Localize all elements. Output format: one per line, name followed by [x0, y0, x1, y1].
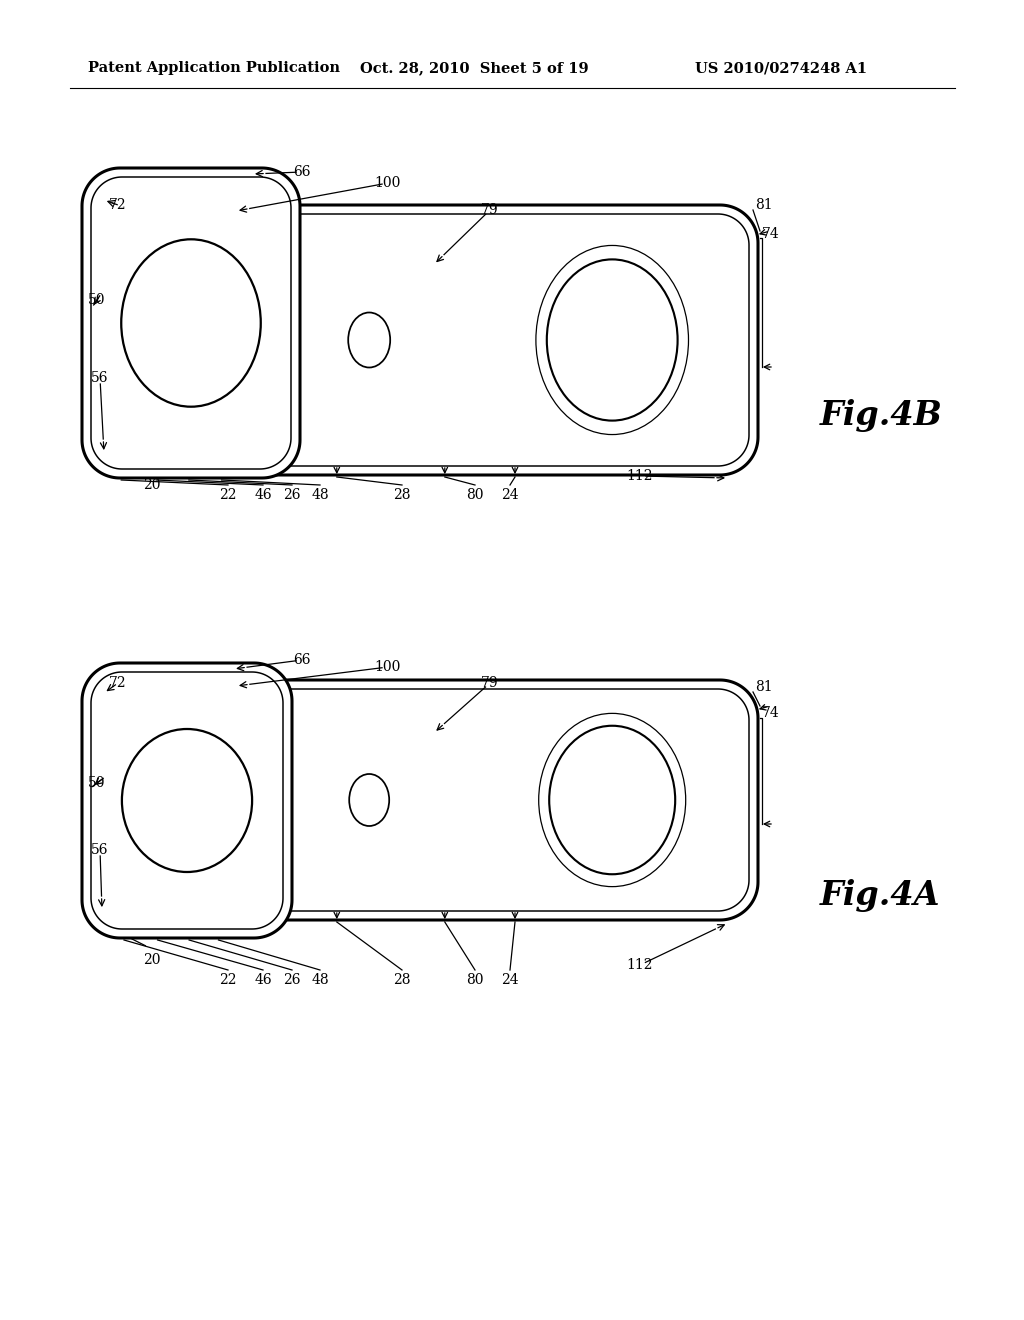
- Text: 100: 100: [375, 176, 401, 190]
- Text: 22: 22: [219, 973, 237, 987]
- Text: 50: 50: [88, 293, 105, 308]
- Text: 72: 72: [110, 198, 127, 213]
- Text: 72: 72: [110, 676, 127, 690]
- Text: 66: 66: [293, 653, 310, 667]
- Polygon shape: [218, 205, 758, 475]
- Text: 79: 79: [481, 203, 499, 216]
- Text: 80: 80: [466, 973, 483, 987]
- Text: 50: 50: [88, 776, 105, 789]
- Text: 112: 112: [627, 958, 653, 972]
- Text: 20: 20: [143, 953, 161, 968]
- Text: 20: 20: [143, 478, 161, 492]
- Text: US 2010/0274248 A1: US 2010/0274248 A1: [695, 61, 867, 75]
- Text: 80: 80: [466, 488, 483, 502]
- Ellipse shape: [549, 726, 675, 874]
- Ellipse shape: [348, 313, 390, 367]
- Text: Oct. 28, 2010  Sheet 5 of 19: Oct. 28, 2010 Sheet 5 of 19: [360, 61, 589, 75]
- Text: 22: 22: [219, 488, 237, 502]
- Text: Patent Application Publication: Patent Application Publication: [88, 61, 340, 75]
- Text: 24: 24: [501, 488, 519, 502]
- Ellipse shape: [547, 260, 678, 421]
- Text: 81: 81: [755, 680, 773, 694]
- Text: 48: 48: [311, 488, 329, 502]
- Text: 56: 56: [91, 371, 109, 385]
- Text: 81: 81: [755, 198, 773, 213]
- Text: 28: 28: [393, 973, 411, 987]
- Ellipse shape: [122, 729, 252, 873]
- Text: 74: 74: [762, 227, 779, 242]
- Text: 26: 26: [284, 973, 301, 987]
- Text: 26: 26: [284, 488, 301, 502]
- Text: 79: 79: [481, 676, 499, 690]
- Text: 28: 28: [393, 488, 411, 502]
- Polygon shape: [82, 168, 300, 478]
- Text: 112: 112: [627, 469, 653, 483]
- Ellipse shape: [349, 774, 389, 826]
- Text: 46: 46: [254, 973, 271, 987]
- Text: Fig.4A: Fig.4A: [820, 879, 940, 912]
- Text: 56: 56: [91, 843, 109, 857]
- Text: 74: 74: [762, 706, 779, 719]
- Text: 100: 100: [375, 660, 401, 675]
- Polygon shape: [218, 680, 758, 920]
- Text: 66: 66: [293, 165, 310, 180]
- Text: Fig.4B: Fig.4B: [820, 399, 943, 432]
- Text: 24: 24: [501, 973, 519, 987]
- Polygon shape: [82, 663, 292, 939]
- Ellipse shape: [121, 239, 261, 407]
- Text: 46: 46: [254, 488, 271, 502]
- Text: 48: 48: [311, 973, 329, 987]
